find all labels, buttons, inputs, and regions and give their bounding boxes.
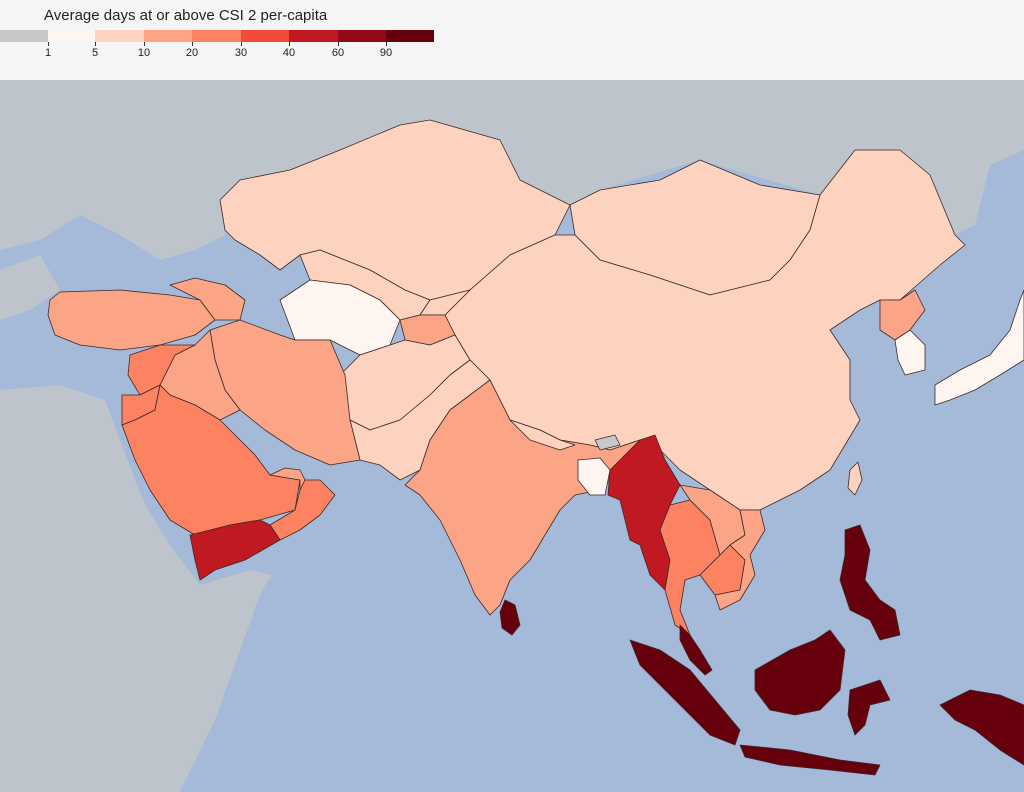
legend-title: Average days at or above CSI 2 per-capit… — [44, 7, 328, 24]
region-caucasus — [169, 277, 246, 321]
legend-label: 40 — [282, 47, 296, 59]
region-taiwan — [847, 461, 863, 496]
russia-europe-landmass — [0, 80, 1024, 260]
legend-label: 5 — [91, 47, 99, 59]
region-java — [739, 744, 881, 776]
legend-swatch — [144, 30, 192, 42]
legend-swatch — [241, 30, 289, 42]
region-sulawesi — [847, 679, 891, 736]
region-vietnam — [714, 509, 766, 611]
region-south-korea — [894, 329, 926, 376]
region-sumatra — [629, 639, 741, 746]
region-new-guinea — [939, 689, 1024, 766]
legend-swatch — [386, 30, 434, 42]
region-borneo — [754, 629, 846, 716]
choropleth-map — [0, 80, 1024, 792]
legend-label: 30 — [234, 47, 248, 59]
region-north-korea — [879, 289, 926, 341]
region-philippines — [839, 524, 901, 641]
legend-swatch — [338, 30, 386, 42]
region-japan — [934, 289, 1024, 406]
region-yemen — [189, 519, 281, 581]
europe-south-landmass — [0, 255, 60, 320]
legend-label: 10 — [137, 47, 151, 59]
region-bhutan — [594, 434, 621, 451]
legend-label: 90 — [379, 47, 393, 59]
legend-label: 1 — [44, 47, 52, 59]
region-sri-lanka — [499, 599, 521, 636]
legend-label: 60 — [331, 47, 345, 59]
region-bangladesh — [577, 457, 611, 496]
legend-swatch — [0, 30, 48, 42]
region-nepal — [509, 419, 576, 451]
region-turkey — [47, 289, 216, 351]
region-malaysia-peninsula — [679, 624, 713, 676]
legend-swatch — [48, 30, 95, 42]
legend-swatch — [95, 30, 144, 42]
region-syria — [127, 344, 196, 396]
legend-label: 20 — [185, 47, 199, 59]
legend-swatch — [192, 30, 241, 42]
legend-swatch — [289, 30, 338, 42]
africa-landmass — [0, 80, 272, 792]
legend-panel: Average days at or above CSI 2 per-capit… — [0, 0, 1024, 80]
